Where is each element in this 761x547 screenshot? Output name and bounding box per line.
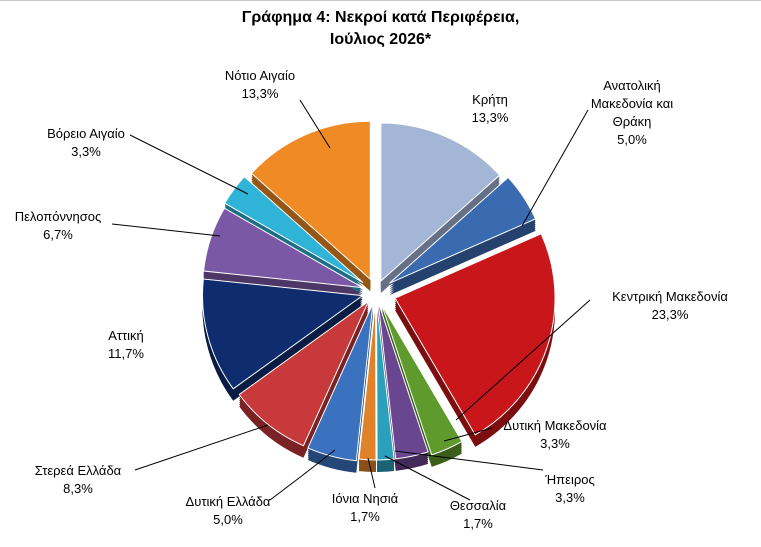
leader-line-10: [111, 223, 221, 237]
leader-line-6: [367, 457, 376, 489]
pie-slice-4: [377, 301, 429, 460]
slice-label-3: Δυτική Μακεδονία 3,3%: [503, 418, 607, 451]
leader-line-11: [129, 134, 249, 195]
slice-label-1: Ανατολική Μακεδονία και Θράκη 5,0%: [591, 78, 673, 147]
slice-label-12: Νότιο Αιγαίο 13,3%: [225, 68, 295, 101]
pie-slice-9: [202, 278, 364, 390]
leader-line-12: [299, 99, 331, 149]
slice-label-8: Στερεά Ελλάδα 8,3%: [35, 463, 122, 496]
slice-label-4: Ήπειρος 3,3%: [544, 472, 594, 505]
leader-line-8: [134, 424, 269, 471]
leader-line-1: [521, 109, 589, 227]
slice-label-5: Θεσσαλία 1,7%: [450, 498, 507, 531]
slice-label-0: Κρήτη 13,3%: [472, 92, 509, 125]
pie-slice-11: [224, 175, 364, 284]
pie-slices: [202, 120, 556, 462]
leader-line-3: [443, 427, 493, 442]
slice-label-6: Ιόνια Νησιά 1,7%: [332, 491, 399, 524]
leader-line-5: [384, 455, 471, 501]
slice-label-7: Δυτική Ελλάδα 5,0%: [186, 494, 271, 527]
pie-slice-2: [394, 233, 556, 436]
pie-slice-0: [380, 122, 501, 283]
pie-slice-10: [203, 207, 363, 289]
pie-slice-3: [381, 304, 463, 456]
slice-label-11: Βόρειο Αιγαίο 3,3%: [47, 126, 125, 159]
pie-slice-7: [307, 303, 374, 462]
chart-title-line-1: Γράφημα 4: Νεκροί κατά Περιφέρεια,: [241, 9, 520, 26]
leader-line-7: [269, 449, 336, 501]
pie-slice-12: [250, 120, 371, 281]
pie-slice-6: [358, 301, 377, 461]
slice-labels: Κρήτη 13,3% Ανατολική Μακεδονία και Θράκη 5,0…: [15, 68, 729, 531]
leader-line-2: [455, 299, 591, 421]
leader-lines: [111, 99, 591, 501]
pie-slice-1: [389, 176, 537, 284]
chart-title-line-2: Ιούλιος 2026*: [329, 31, 432, 48]
slice-label-2: Κεντρική Μακεδονία 23,3%: [612, 289, 728, 322]
pie-slice-8: [238, 299, 370, 447]
pie-slice-5: [376, 301, 395, 461]
leader-line-4: [394, 450, 544, 471]
slice-label-9: Αττική 11,7%: [108, 328, 144, 361]
slice-label-10: Πελοπόννησος 6,7%: [15, 209, 101, 242]
